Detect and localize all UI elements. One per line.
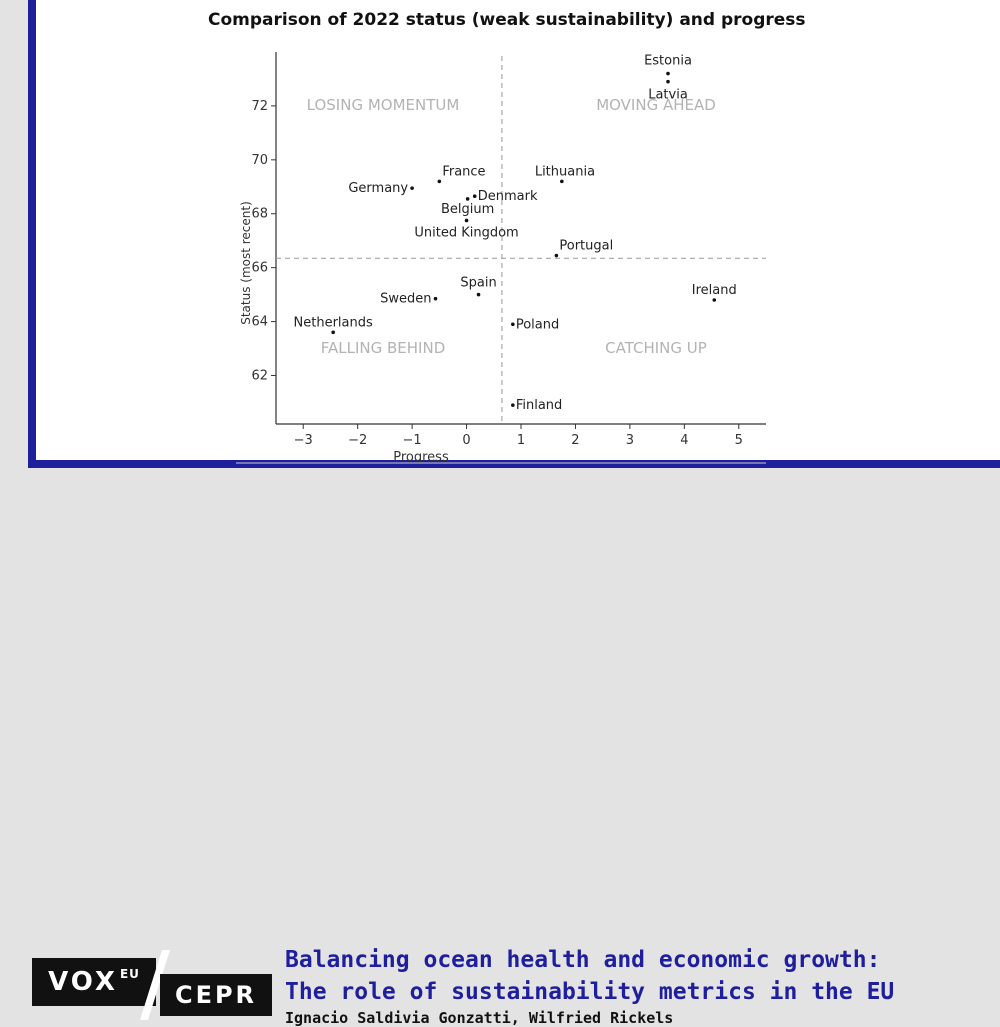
point-netherlands: [331, 330, 335, 335]
point-label-denmark: Denmark: [478, 189, 538, 204]
logo-vox-text: VOX: [48, 967, 118, 997]
point-portugal: [554, 253, 559, 258]
point-belgium: [465, 197, 470, 201]
y-tick-label: 68: [251, 207, 268, 222]
x-tick-label: 0: [462, 433, 470, 448]
point-latvia: [666, 79, 670, 84]
y-tick-label: 70: [251, 153, 268, 168]
headline-line-1: Balancing ocean health and economic grow…: [285, 947, 881, 973]
point-ireland: [712, 298, 717, 302]
x-tick-label: −3: [294, 433, 313, 448]
x-tick-label: −1: [403, 433, 422, 448]
point-label-lithuania: Lithuania: [535, 164, 595, 179]
chart-title: Comparison of 2022 status (weak sustaina…: [208, 10, 806, 30]
point-label-sweden: Sweden: [380, 292, 431, 307]
x-tick-label: 2: [571, 433, 579, 448]
y-tick-label: 66: [251, 261, 268, 276]
point-label-portugal: Portugal: [559, 239, 613, 254]
point-france: [437, 179, 442, 184]
point-label-ireland: Ireland: [692, 283, 737, 298]
y-axis-label: Status (most recent): [239, 201, 253, 325]
point-label-poland: Poland: [516, 317, 559, 332]
scatter-plot: −3 −2 −1 0 1 2 3 4 5 62 64 66 68 70 72 Progress Status (…: [236, 52, 766, 465]
headline-line-2: The role of sustainability metrics in th…: [285, 979, 895, 1005]
point-label-belgium: Belgium: [441, 202, 494, 217]
voxeu-logo[interactable]: VOX EU: [32, 958, 156, 1006]
point-label-united-kingdom: United Kingdom: [414, 225, 518, 240]
x-tick-label: 3: [626, 433, 634, 448]
point-poland: [511, 322, 515, 327]
quadrant-label-top-right: MOVING AHEAD: [596, 96, 716, 114]
x-tick-label: 5: [735, 433, 743, 448]
x-axis-label: Progress: [393, 450, 449, 465]
cepr-logo[interactable]: CEPR: [160, 974, 272, 1016]
y-tick-label: 72: [251, 99, 268, 114]
logo-eu-text: EU: [119, 967, 140, 981]
point-label-netherlands: Netherlands: [294, 315, 373, 330]
left-margin: [0, 0, 28, 563]
x-tick-label: −2: [348, 433, 367, 448]
point-label-finland: Finland: [516, 398, 562, 413]
quadrant-label-top-left: LOSING MOMENTUM: [307, 96, 460, 114]
point-label-germany: Germany: [348, 181, 408, 196]
point-label-spain: Spain: [460, 276, 496, 291]
point-label-estonia: Estonia: [644, 54, 692, 69]
x-tick-label: 4: [680, 433, 688, 448]
point-estonia: [666, 71, 670, 76]
point-finland: [511, 403, 515, 407]
x-tick-label: 1: [517, 433, 525, 448]
chart-frame: [28, 0, 1000, 468]
point-label-latvia: Latvia: [648, 88, 688, 103]
footer: VOX EU CEPR Balancing ocean health and ec…: [0, 470, 1000, 1027]
point-united-kingdom: [464, 218, 469, 223]
article-authors: Ignacio Saldivia Gonzatti, Wilfried Rick…: [285, 1009, 674, 1027]
point-lithuania: [560, 179, 564, 184]
y-tick-label: 64: [251, 315, 268, 330]
point-label-france: France: [442, 164, 485, 179]
point-sweden: [433, 296, 438, 301]
quadrant-label-bottom-left: FALLING BEHIND: [321, 339, 446, 357]
point-denmark: [472, 194, 477, 199]
quadrant-label-bottom-right: CATCHING UP: [605, 339, 707, 357]
y-tick-label: 62: [251, 368, 268, 383]
article-headline[interactable]: Balancing ocean health and economic grow…: [285, 944, 985, 1008]
point-germany: [410, 186, 414, 190]
point-spain: [476, 292, 481, 297]
